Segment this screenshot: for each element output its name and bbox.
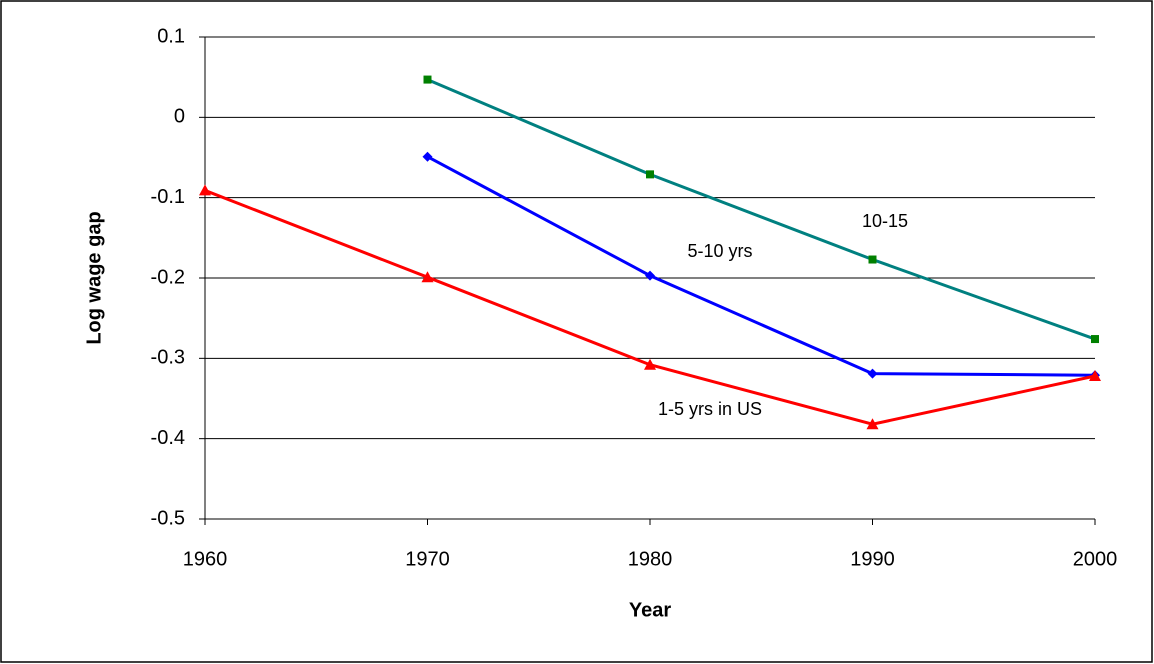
- y-axis-label: Log wage gap: [83, 211, 105, 344]
- marker: [867, 368, 878, 379]
- marker: [646, 170, 654, 179]
- x-tick-label: 1970: [405, 548, 450, 570]
- marker: [868, 255, 877, 264]
- marker: [421, 271, 434, 283]
- series-line: [426, 78, 1096, 341]
- x-tick-label: 1960: [183, 548, 228, 570]
- marker: [1089, 370, 1101, 382]
- y-tick-label: 0.1: [157, 25, 185, 47]
- series-label: 1-5 yrs in US: [658, 399, 762, 419]
- x-axis-label: Year: [629, 599, 671, 621]
- marker: [422, 151, 433, 162]
- marker: [645, 270, 655, 281]
- y-tick-label: -0.5: [151, 507, 185, 529]
- marker: [423, 75, 432, 84]
- series-label: 10-15: [862, 211, 908, 231]
- series-line: [426, 155, 1096, 377]
- x-tick-label: 1980: [628, 548, 673, 570]
- y-tick-label: -0.3: [151, 347, 185, 369]
- y-tick-label: -0.1: [151, 186, 185, 208]
- marker: [866, 418, 879, 430]
- y-tick-label: -0.4: [151, 427, 185, 449]
- y-tick-label: -0.2: [151, 266, 185, 288]
- marker: [199, 184, 211, 196]
- x-tick-label: 2000: [1073, 548, 1118, 570]
- x-tick-label: 1990: [850, 548, 895, 570]
- y-tick-label: 0: [174, 106, 185, 128]
- series-label: 5-10 yrs: [687, 241, 752, 261]
- marker: [644, 358, 656, 370]
- marker: [1091, 335, 1099, 344]
